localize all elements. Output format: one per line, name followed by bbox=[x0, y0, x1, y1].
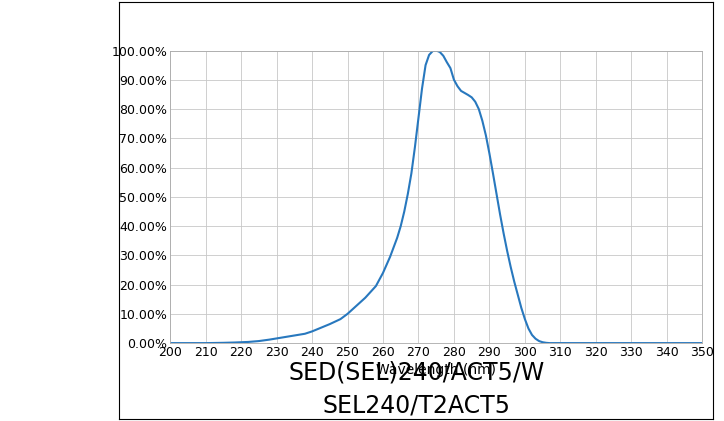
Text: SEL240/T2ACT5: SEL240/T2ACT5 bbox=[322, 393, 510, 417]
Text: SED(SEL)240/ACT5/W: SED(SEL)240/ACT5/W bbox=[288, 360, 544, 385]
X-axis label: Wavelength (nm): Wavelength (nm) bbox=[376, 363, 496, 377]
